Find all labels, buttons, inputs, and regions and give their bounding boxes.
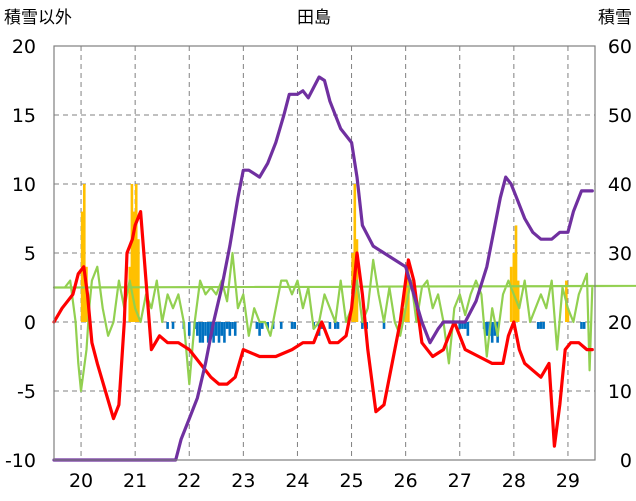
bar-24 bbox=[225, 322, 229, 329]
bar-5 bbox=[132, 211, 136, 322]
bar-17 bbox=[206, 322, 210, 343]
left-tick-label: -10 bbox=[5, 450, 36, 472]
x-tick-label: 25 bbox=[339, 470, 363, 492]
bar-20 bbox=[215, 322, 218, 336]
bar-53 bbox=[463, 322, 467, 329]
bar-4 bbox=[130, 184, 134, 322]
x-tick-label: 26 bbox=[394, 470, 418, 492]
bar-61 bbox=[509, 266, 513, 322]
bar-30 bbox=[260, 322, 264, 329]
bar-48 bbox=[401, 308, 405, 322]
series-line-snow-depth bbox=[52, 75, 594, 462]
bar-43 bbox=[353, 184, 357, 322]
left-tick-label: 5 bbox=[24, 243, 36, 265]
line-series bbox=[52, 75, 636, 462]
left-tick-label: -5 bbox=[17, 381, 36, 403]
bar-16 bbox=[204, 322, 207, 336]
bar-14 bbox=[198, 322, 202, 343]
bar-15 bbox=[201, 322, 205, 343]
bar-35 bbox=[293, 322, 297, 329]
right-tick-label: 50 bbox=[608, 105, 632, 127]
bar-58 bbox=[490, 322, 494, 343]
bar-31 bbox=[266, 322, 269, 329]
bar-62 bbox=[512, 253, 516, 322]
bar-41 bbox=[336, 322, 340, 329]
right-tick-label: 30 bbox=[608, 243, 632, 265]
left-tick-label: 0 bbox=[24, 312, 36, 334]
x-tick-label: 28 bbox=[502, 470, 526, 492]
bar-71 bbox=[582, 322, 586, 329]
left-axis-label: 積雪以外 bbox=[4, 8, 72, 28]
x-tick-labels: 20 21 22 23 24 25 26 27 28 29 bbox=[69, 470, 580, 492]
bar-13 bbox=[196, 322, 199, 336]
x-tick-label: 27 bbox=[448, 470, 472, 492]
bar-23 bbox=[223, 322, 226, 343]
right-tick-label: 40 bbox=[608, 174, 632, 196]
right-tick-labels: 60 50 40 30 20 10 0 bbox=[608, 36, 632, 472]
bar-59 bbox=[493, 322, 497, 336]
bar-26 bbox=[231, 322, 234, 329]
bar-52 bbox=[461, 322, 464, 329]
right-tick-label: 60 bbox=[608, 36, 632, 58]
right-tick-label: 20 bbox=[608, 312, 632, 334]
x-tick-label: 22 bbox=[177, 470, 201, 492]
left-tick-label: 10 bbox=[12, 174, 36, 196]
series-line-secondary bbox=[52, 251, 636, 393]
bar-6 bbox=[134, 184, 138, 322]
left-tick-label: 20 bbox=[12, 36, 36, 58]
bar-49 bbox=[404, 280, 407, 322]
bar-28 bbox=[255, 322, 259, 329]
bar-64 bbox=[516, 280, 520, 322]
x-tick-label: 29 bbox=[556, 470, 580, 492]
bar-70 bbox=[580, 322, 583, 329]
bar-67 bbox=[542, 322, 545, 329]
bar-54 bbox=[466, 322, 470, 336]
bar-3 bbox=[128, 266, 132, 322]
x-tick-label: 20 bbox=[69, 470, 93, 492]
bar-22 bbox=[220, 322, 224, 336]
series-line-temperature bbox=[52, 210, 594, 448]
x-tick-label: 24 bbox=[285, 470, 309, 492]
bar-39 bbox=[328, 322, 332, 329]
bar-11 bbox=[187, 322, 191, 336]
bar-45 bbox=[361, 322, 364, 329]
bar-29 bbox=[258, 322, 261, 336]
plot-frame bbox=[53, 45, 596, 461]
bar-66 bbox=[539, 322, 543, 329]
bar-1 bbox=[82, 184, 86, 322]
right-axis-label: 積雪 bbox=[598, 8, 632, 28]
right-tick-label: 10 bbox=[608, 381, 632, 403]
bar-33 bbox=[279, 322, 283, 329]
x-tick-label: 21 bbox=[123, 470, 147, 492]
bar-8 bbox=[166, 322, 169, 329]
bar-63 bbox=[514, 225, 518, 322]
bar-51 bbox=[458, 322, 462, 329]
bar-19 bbox=[212, 322, 215, 343]
bar-7 bbox=[137, 239, 140, 322]
bar-25 bbox=[228, 322, 232, 336]
bar-47 bbox=[382, 322, 386, 329]
bar-9 bbox=[171, 322, 175, 329]
chart-title: 田島 bbox=[297, 8, 331, 28]
right-tick-label: 0 bbox=[620, 450, 632, 472]
bar-21 bbox=[217, 322, 221, 343]
left-tick-labels: 20 15 10 5 0 -5 -10 bbox=[5, 36, 36, 472]
bar-34 bbox=[290, 322, 294, 329]
left-tick-label: 15 bbox=[12, 105, 36, 127]
bar-56 bbox=[485, 322, 489, 336]
bar-40 bbox=[334, 322, 337, 329]
bar-65 bbox=[536, 322, 540, 329]
bar-69 bbox=[566, 308, 570, 322]
bar-27 bbox=[233, 322, 237, 336]
x-tick-label: 23 bbox=[231, 470, 255, 492]
